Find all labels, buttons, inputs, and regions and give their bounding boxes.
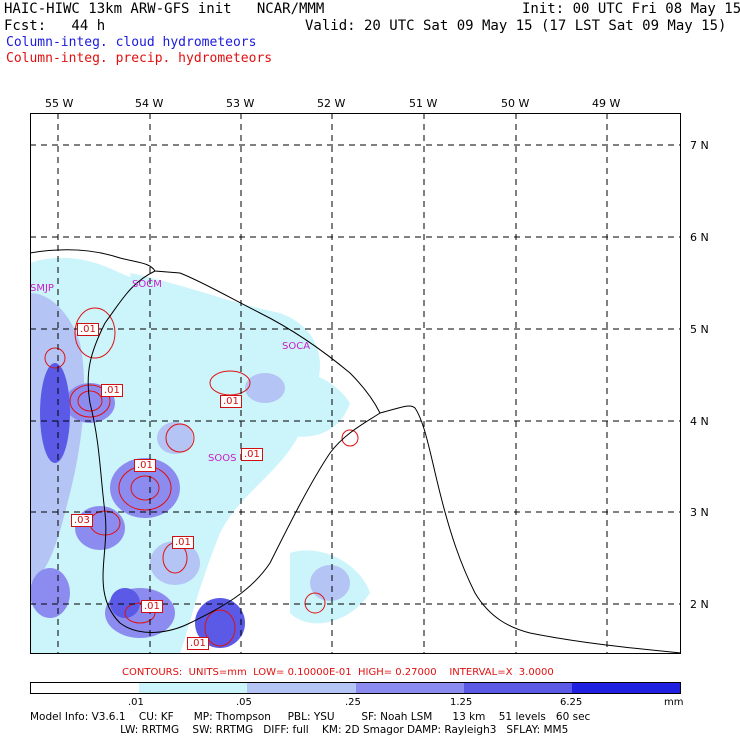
init-time: Init: 00 UTC Fri 08 May 15 bbox=[522, 1, 740, 17]
contour-label: .01 bbox=[77, 323, 99, 336]
station-label: SMJP bbox=[30, 283, 54, 294]
contour-label: .01 bbox=[101, 384, 123, 397]
lon-label: 54 W bbox=[135, 97, 164, 110]
map-panel bbox=[30, 113, 681, 654]
contour-label: .01 bbox=[134, 459, 156, 472]
contour-label: .01 bbox=[187, 637, 209, 650]
model-info-line2: LW: RRTMG SW: RRTMG DIFF: full KM: 2D Sm… bbox=[30, 724, 569, 736]
legend-tick: 1.25 bbox=[450, 697, 473, 708]
model-info-line1: Model Info: V3.6.1 CU: KF MP: Thompson P… bbox=[30, 711, 591, 723]
lon-label: 51 W bbox=[409, 97, 438, 110]
contour-label: .01 bbox=[220, 395, 242, 408]
lon-label: 49 W bbox=[592, 97, 621, 110]
contour-label: .03 bbox=[71, 514, 93, 527]
color-legend-bar bbox=[30, 682, 681, 694]
valid-time: Valid: 20 UTC Sat 09 May 15 (17 LST Sat … bbox=[305, 18, 727, 34]
legend-swatch bbox=[463, 683, 572, 693]
legend-tick: 6.25 bbox=[560, 697, 583, 708]
legend-swatch bbox=[355, 683, 464, 693]
lon-label: 55 W bbox=[45, 97, 74, 110]
lon-label: 52 W bbox=[317, 97, 346, 110]
station-label: SOCA bbox=[282, 341, 311, 352]
legend-swatch bbox=[139, 683, 248, 693]
cloud-field-label: Column-integ. cloud hydrometeors bbox=[6, 35, 257, 50]
boundaries bbox=[30, 249, 681, 654]
legend-swatch bbox=[247, 683, 356, 693]
title-line: HAIC-HIWC 13km ARW-GFS init NCAR/MMM bbox=[4, 1, 325, 17]
station-label: SOCM bbox=[132, 279, 162, 290]
lat-label: 7 N bbox=[690, 139, 709, 152]
lat-label: 3 N bbox=[690, 506, 709, 519]
legend-units: mm bbox=[664, 697, 684, 708]
legend-tick: .01 bbox=[128, 697, 144, 708]
lon-label: 50 W bbox=[501, 97, 530, 110]
lat-label: 2 N bbox=[690, 598, 709, 611]
map-frame bbox=[30, 113, 681, 654]
contour-label: .01 bbox=[241, 448, 263, 461]
lon-label: 53 W bbox=[226, 97, 255, 110]
lat-lon-grid bbox=[30, 113, 681, 654]
station-label: SOOS bbox=[208, 453, 237, 464]
legend-tick: .05 bbox=[236, 697, 252, 708]
contour-info: CONTOURS: UNITS=mm LOW= 0.10000E-01 HIGH… bbox=[122, 667, 554, 678]
contour-label: .01 bbox=[141, 600, 163, 613]
legend-swatch bbox=[31, 683, 140, 693]
forecast-hour: Fcst: 44 h bbox=[4, 18, 106, 34]
lat-label: 6 N bbox=[690, 231, 709, 244]
legend-tick: .25 bbox=[345, 697, 361, 708]
precip-field-label: Column-integ. precip. hydrometeors bbox=[6, 51, 273, 66]
contour-label: .01 bbox=[172, 536, 194, 549]
legend-swatch bbox=[571, 683, 681, 693]
lat-label: 4 N bbox=[690, 415, 709, 428]
lat-label: 5 N bbox=[690, 323, 709, 336]
cloud-shading bbox=[30, 257, 370, 654]
